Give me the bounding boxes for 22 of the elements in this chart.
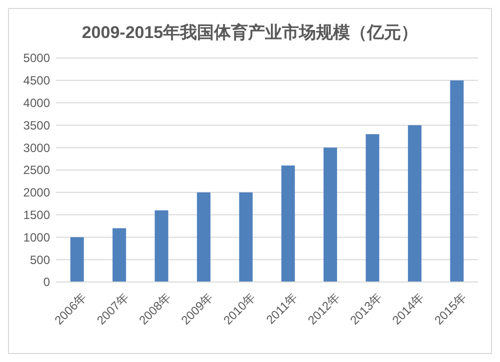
y-tick-label: 0 [43,275,50,290]
bar [408,125,422,282]
y-tick-label: 500 [30,252,50,267]
bar [196,192,210,282]
y-tick-label: 2000 [23,186,50,200]
bar [366,134,380,282]
y-tick-label: 1500 [23,208,50,222]
y-tick-label: 1000 [23,230,50,244]
bar [112,228,126,282]
y-tick-label: 4000 [23,96,50,110]
chart-title: 2009-2015年我国体育产业市场规模（亿元） [82,22,418,42]
bar [239,192,253,282]
bar [450,80,464,282]
y-tick-label: 3500 [23,118,50,132]
y-tick-label: 2500 [23,163,50,178]
bar [154,210,168,282]
bar [324,148,338,282]
y-tick-label: 4500 [23,74,50,88]
y-tick-label: 3000 [23,140,50,155]
bar [281,166,295,282]
y-tick-label: 5000 [23,51,50,66]
bar [70,237,84,282]
